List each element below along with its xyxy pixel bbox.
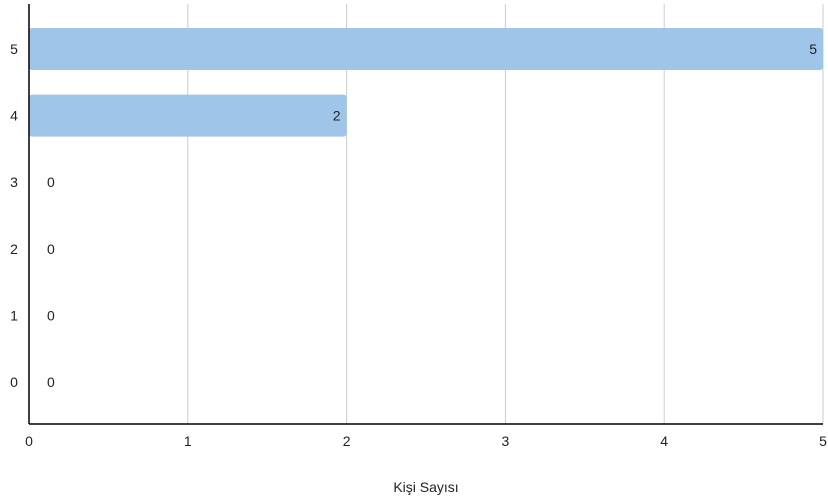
x-tick-label: 5: [819, 433, 827, 449]
data-label: 5: [809, 41, 817, 57]
x-tick-label: 4: [660, 433, 668, 449]
data-label: 0: [47, 374, 55, 390]
labels: 0 1 2 3 4 5 5 5 4 2 3 0 2 0 1 0 0 0: [10, 41, 827, 449]
x-tick-label: 3: [502, 433, 510, 449]
axes: [28, 4, 823, 425]
y-tick-label: 5: [10, 41, 18, 57]
x-tick-label: 1: [184, 433, 192, 449]
data-label: 0: [47, 241, 55, 257]
y-tick-label: 2: [10, 241, 18, 257]
bars: [29, 28, 823, 137]
y-tick-label: 1: [10, 307, 18, 323]
bar: [29, 28, 823, 70]
grid-lines: [187, 4, 824, 424]
y-tick-label: 3: [10, 174, 18, 190]
x-tick-label: 0: [25, 433, 33, 449]
y-tick-label: 0: [10, 374, 18, 390]
data-label: 0: [47, 307, 55, 323]
data-label: 2: [333, 108, 341, 124]
x-axis-title: Kişi Sayısı: [393, 479, 458, 495]
y-tick-label: 4: [10, 108, 18, 124]
bar: [29, 94, 347, 137]
data-label: 0: [47, 174, 55, 190]
x-tick-label: 2: [343, 433, 351, 449]
